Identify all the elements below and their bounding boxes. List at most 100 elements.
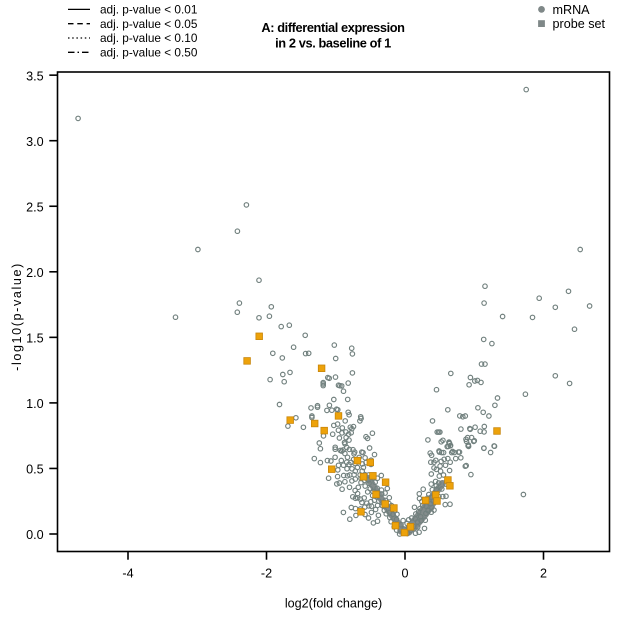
mrna-point (351, 450, 357, 457)
mrna-point (382, 490, 388, 496)
mrna-point (425, 437, 431, 443)
mrna-point (339, 486, 345, 493)
probe-set-points (243, 332, 501, 537)
mrna-point (338, 457, 345, 464)
mrna-point (279, 355, 286, 361)
mrna-point (447, 370, 454, 377)
chart-title-line2: in 2 vs. baseline of 1 (275, 36, 391, 51)
mrna-point (340, 388, 347, 395)
y-tick-label: 2.5 (26, 200, 44, 214)
y-tick-label: 1.5 (26, 332, 44, 346)
mrna-point (529, 314, 536, 321)
mrna-point (437, 429, 443, 435)
mrna-point (360, 449, 366, 456)
mrna-point (405, 516, 412, 523)
mrna-point (349, 478, 355, 484)
mrna-point (234, 228, 241, 235)
mrna-point (429, 418, 436, 424)
mrna-point (339, 425, 346, 431)
mrna-point (338, 383, 345, 389)
mrna-point (317, 459, 324, 466)
mrna-point (378, 472, 385, 479)
mrna-point (457, 454, 464, 461)
mrna-point (325, 475, 332, 482)
mrna-point (334, 421, 341, 427)
mrna-point (428, 471, 435, 477)
mrna-point (368, 509, 375, 516)
mrna-point (352, 468, 359, 474)
mrna-point (344, 465, 350, 472)
mrna-point (331, 342, 338, 348)
mrna-point (343, 434, 349, 441)
mrna-point (309, 414, 315, 421)
probe-set-point (243, 357, 251, 365)
mrna-point (346, 484, 353, 491)
mrna-point (355, 484, 362, 491)
mrna-point (335, 427, 342, 434)
mrna-point (336, 435, 343, 441)
mrna-point (370, 520, 377, 526)
mrna-point (372, 479, 379, 486)
mrna-point (335, 462, 342, 469)
mrna-point (384, 485, 391, 492)
mrna-point (268, 303, 275, 310)
mrna-point (314, 404, 321, 411)
mrna-point (352, 487, 358, 494)
x-tick-label: -4 (122, 567, 133, 581)
mrna-point (468, 471, 474, 478)
mrna-point (371, 451, 378, 458)
mrna-point (571, 326, 578, 333)
mrna-point (336, 480, 343, 486)
mrna-point (523, 86, 530, 93)
mrna-point (422, 517, 429, 524)
mrna-point (467, 374, 474, 381)
mrna-point (326, 375, 333, 382)
mrna-point (332, 444, 339, 451)
mrna-point (448, 449, 455, 456)
probe-set-point (369, 472, 377, 480)
mrna-point (443, 493, 449, 500)
mrna-point (481, 300, 487, 306)
mrna-point (440, 472, 447, 478)
mrna-point (462, 413, 469, 419)
mrna-point (350, 423, 357, 430)
x-tick-label: -2 (261, 567, 272, 581)
probe-set-point (317, 364, 326, 372)
mrna-point (243, 202, 250, 208)
chart-title-line1: A: differential expression (261, 20, 405, 35)
mrna-point (287, 369, 293, 376)
mrna-point (332, 446, 339, 453)
mrna-point (438, 486, 445, 492)
plot-box (56, 71, 611, 553)
mrna-point (536, 295, 543, 302)
mrna-point (411, 504, 418, 511)
mrna-point (346, 411, 352, 418)
x-axis-title: log2(fold change) (285, 597, 382, 611)
mrna-point (332, 355, 339, 362)
mrna-point (463, 462, 470, 469)
mrna-point (267, 376, 273, 383)
mrna-point (459, 413, 466, 420)
mrna-point (438, 438, 445, 445)
probe-set-point (406, 523, 415, 531)
mrna-point (340, 462, 347, 469)
mrna-point (390, 511, 396, 518)
mrna-point (478, 379, 484, 386)
mrna-point (320, 433, 327, 439)
mrna-point (346, 437, 352, 443)
mrna-point (432, 457, 439, 464)
mrna-point (334, 467, 341, 473)
mrna-point (256, 314, 262, 321)
mrna-point (442, 462, 449, 469)
mrna-point (361, 504, 368, 510)
mrna-point (552, 372, 559, 379)
mrna-point (367, 485, 374, 492)
mrna-point (234, 309, 241, 316)
mrna-point (362, 483, 369, 489)
mrna-point (442, 501, 449, 508)
mrna-point (522, 391, 529, 398)
mrna-point (342, 478, 348, 485)
mrna-point (334, 406, 341, 413)
mrna-point (440, 449, 447, 456)
